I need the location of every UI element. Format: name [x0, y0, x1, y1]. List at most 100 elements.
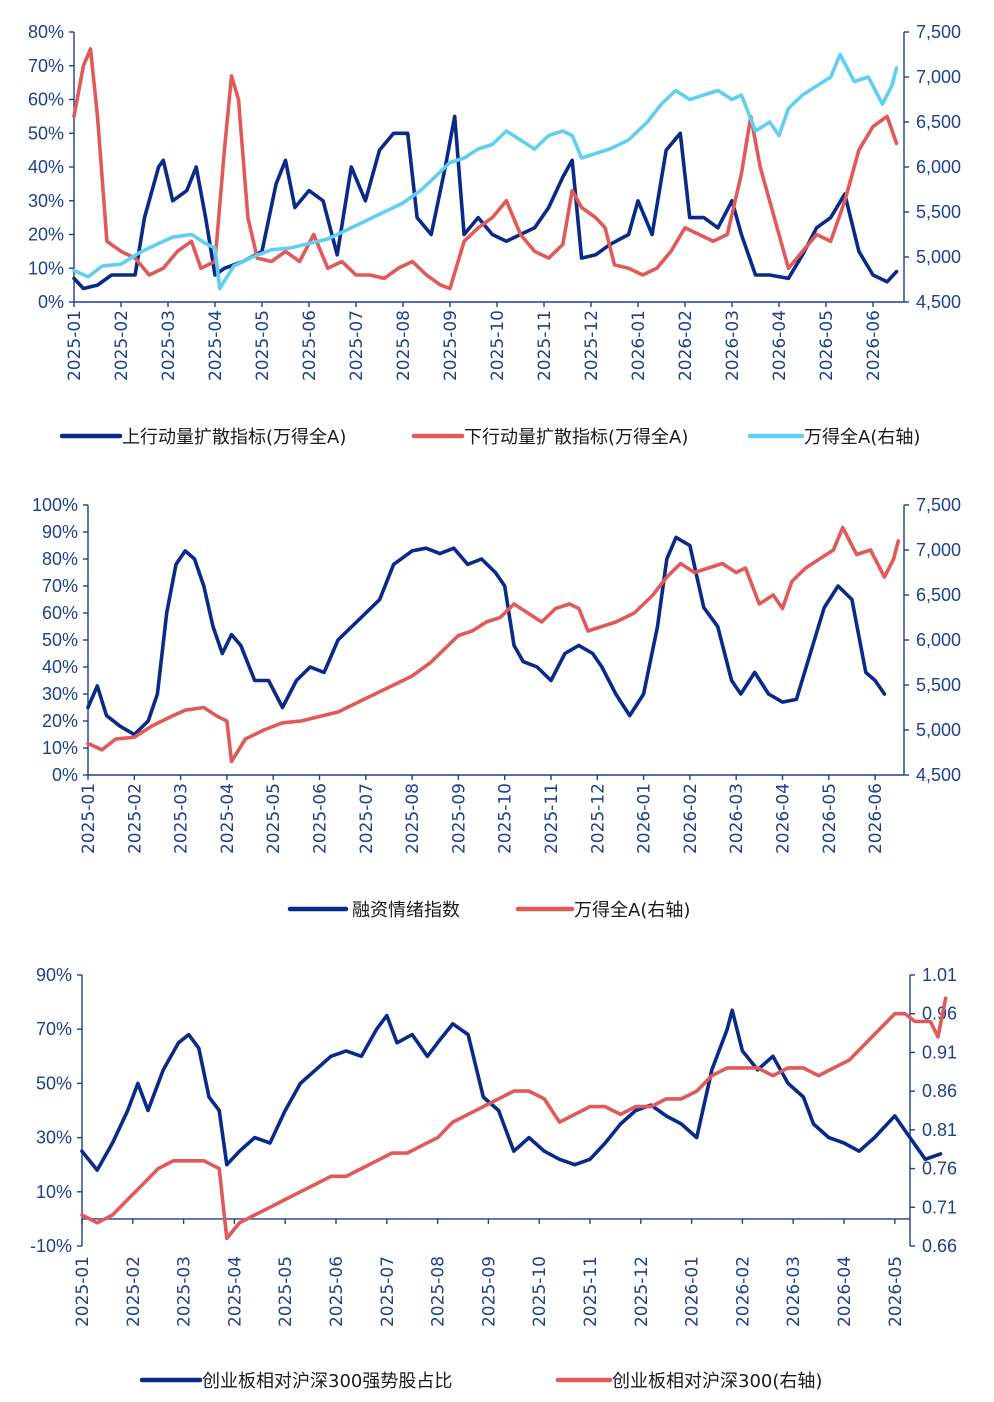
x-tick-label: 2025-06 — [327, 1256, 347, 1327]
x-tick-label: 2025-08 — [403, 783, 423, 854]
right-tick-label: 5,500 — [916, 202, 961, 222]
series-line-1 — [86, 535, 887, 737]
x-tick-label: 2025-11 — [535, 310, 555, 381]
chart-3: -10% 10% 30% 50% 70% 90% 0.66 0.71 0.76 0.81 0.86 0… — [30, 965, 957, 1392]
right-tick-label: 7,000 — [916, 67, 961, 87]
right-tick-label: 0.91 — [922, 1042, 957, 1062]
right-tick-label: 0.96 — [922, 1004, 957, 1024]
left-tick-label: 10% — [36, 1182, 72, 1202]
left-tick-label: 100% — [32, 495, 78, 515]
legend-label: 融资情绪指数 — [352, 900, 460, 921]
right-tick-label: 1.01 — [922, 965, 957, 985]
x-tick-label: 2025-03 — [175, 1256, 195, 1327]
left-tick-label: 50% — [42, 630, 78, 650]
x-tick-label: 2025-10 — [496, 783, 516, 854]
left-tick-label: 20% — [28, 225, 64, 245]
x-tick-label: 2026-04 — [835, 1256, 855, 1327]
left-tick-label: 50% — [36, 1073, 72, 1093]
x-tick-label: 2025-04 — [225, 1256, 245, 1327]
right-tick-label: 0.81 — [922, 1120, 957, 1140]
right-tick-label: 4,500 — [916, 765, 961, 785]
x-tick-label: 2025-07 — [378, 1256, 398, 1327]
x-tick-label: 2025-08 — [429, 1256, 449, 1327]
x-tick-label: 2026-02 — [676, 310, 696, 381]
x-tick-label: 2026-06 — [866, 783, 886, 854]
x-tick-label: 2026-03 — [784, 1256, 804, 1327]
left-tick-label: 0% — [38, 292, 64, 312]
left-tick-label: 90% — [42, 522, 78, 542]
left-tick-label: 80% — [28, 22, 64, 42]
right-tick-label: 0.76 — [922, 1159, 957, 1179]
series-line-2 — [80, 996, 948, 1241]
series-line-2 — [86, 525, 901, 764]
x-tick-label: 2025-02 — [124, 1256, 144, 1327]
right-tick-label: 4,500 — [916, 292, 961, 312]
left-tick-label: 30% — [42, 684, 78, 704]
left-tick-label: 70% — [42, 576, 78, 596]
x-tick-label: 2026-04 — [770, 310, 790, 381]
left-tick-label: 30% — [28, 191, 64, 211]
right-tick-label: 0.71 — [922, 1197, 957, 1217]
x-tick-label: 2025-12 — [632, 1256, 652, 1327]
x-tick-label: 2025-04 — [206, 310, 226, 381]
x-tick-label: 2025-06 — [311, 783, 331, 854]
left-tick-label: 90% — [36, 965, 72, 985]
x-tick-label: 2025-09 — [479, 1256, 499, 1327]
left-tick-label: 0% — [52, 765, 78, 785]
x-tick-label: 2025-01 — [79, 783, 99, 854]
x-tick-label: 2025-03 — [159, 310, 179, 381]
x-tick-label: 2025-12 — [588, 783, 608, 854]
left-tick-label: -10% — [30, 1236, 72, 1256]
x-tick-label: 2026-04 — [774, 783, 794, 854]
x-tick-label: 2025-11 — [581, 1256, 601, 1327]
left-tick-label: 60% — [28, 90, 64, 110]
x-tick-label: 2025-07 — [347, 310, 367, 381]
x-tick-label: 2026-01 — [635, 783, 655, 854]
x-tick-label: 2026-03 — [727, 783, 747, 854]
x-tick-label: 2025-08 — [394, 310, 414, 381]
series-line-1 — [72, 114, 899, 291]
x-tick-label: 2026-05 — [817, 310, 837, 381]
left-tick-label: 10% — [42, 738, 78, 758]
left-tick-label: 30% — [36, 1128, 72, 1148]
x-tick-label: 2025-11 — [542, 783, 562, 854]
right-tick-label: 0.66 — [922, 1236, 957, 1256]
right-tick-label: 7,500 — [916, 495, 961, 515]
chart-1: 0% 10% 20% 30% 40% 50% 60% 70% 80% 4,500 5,000 5,50… — [28, 22, 961, 448]
right-tick-label: 6,000 — [916, 630, 961, 650]
x-tick-label: 2025-05 — [276, 1256, 296, 1327]
left-tick-label: 40% — [42, 657, 78, 677]
right-tick-label: 0.86 — [922, 1081, 957, 1101]
x-tick-label: 2025-01 — [65, 310, 85, 381]
legend-label: 创业板相对沪深300(右轴) — [612, 1371, 822, 1392]
right-tick-label: 5,500 — [916, 675, 961, 695]
x-tick-label: 2026-05 — [820, 783, 840, 854]
legend-label: 万得全A(右轴) — [574, 900, 690, 921]
right-tick-label: 5,000 — [916, 720, 961, 740]
legend-label: 万得全A(右轴) — [804, 427, 920, 448]
x-tick-label: 2026-06 — [864, 310, 884, 381]
series-line-3 — [72, 52, 899, 291]
legend-label: 下行动量扩散指标(万得全A) — [464, 427, 688, 448]
x-tick-label: 2025-03 — [172, 783, 192, 854]
x-tick-label: 2025-05 — [253, 310, 273, 381]
x-tick-label: 2026-01 — [683, 1256, 703, 1327]
x-tick-label: 2025-06 — [300, 310, 320, 381]
x-tick-label: 2026-01 — [629, 310, 649, 381]
x-tick-label: 2025-10 — [530, 1256, 550, 1327]
legend-label: 上行动量扩散指标(万得全A) — [122, 427, 346, 448]
x-tick-label: 2025-05 — [264, 783, 284, 854]
left-tick-label: 40% — [28, 157, 64, 177]
legend-label: 创业板相对沪深300强势股占比 — [202, 1371, 452, 1392]
x-tick-label: 2026-05 — [886, 1256, 906, 1327]
right-tick-label: 7,000 — [916, 540, 961, 560]
x-tick-label: 2026-02 — [681, 783, 701, 854]
left-tick-label: 50% — [28, 123, 64, 143]
left-tick-label: 20% — [42, 711, 78, 731]
x-tick-label: 2025-07 — [357, 783, 377, 854]
series-line-1 — [80, 1008, 943, 1172]
left-tick-label: 60% — [42, 603, 78, 623]
chart-2: 0% 10% 20% 30% 40% 50% 60% 70% 80% 90% 100% 4,500 5,… — [32, 495, 961, 921]
x-tick-label: 2025-02 — [125, 783, 145, 854]
